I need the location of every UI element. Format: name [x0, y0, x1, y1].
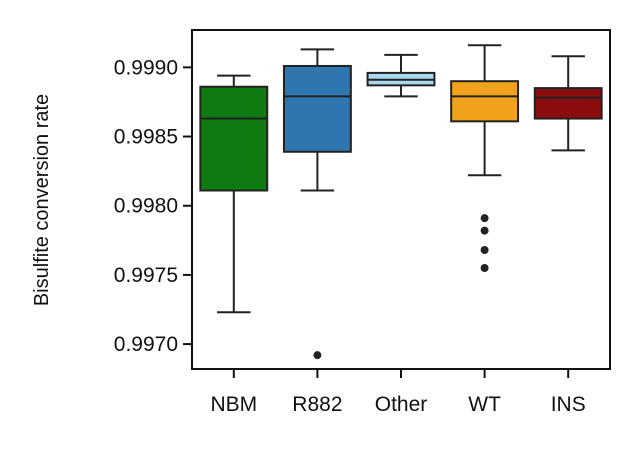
- iqr-box: [199, 85, 269, 192]
- x-tick-label: INS: [551, 393, 586, 416]
- boxes-group: [199, 44, 603, 360]
- outlier-point: [480, 214, 489, 223]
- iqr-box: [533, 87, 603, 120]
- x-axis: NBM R882 Other WT INS: [210, 369, 586, 416]
- outlier-point: [480, 226, 489, 235]
- x-tick-label: Other: [375, 393, 428, 416]
- box-wt: [450, 44, 520, 272]
- outlier-point: [480, 246, 489, 255]
- x-tick-label: NBM: [210, 393, 257, 416]
- y-axis-title: Bisulfite conversion rate: [31, 94, 53, 306]
- outlier-point: [480, 263, 489, 272]
- y-axis: 0.9970 0.9975 0.9980 0.9985 0.9990: [114, 56, 192, 356]
- box-nbm: [199, 74, 269, 314]
- iqr-box: [282, 64, 352, 153]
- y-tick-label: 0.9985: [114, 126, 178, 149]
- outlier-point: [313, 351, 322, 360]
- x-tick-label: R882: [292, 393, 342, 416]
- y-tick-label: 0.9975: [114, 264, 178, 287]
- box-other: [366, 53, 436, 98]
- x-tick-label: WT: [468, 393, 501, 416]
- box-ins: [533, 55, 603, 152]
- box-r882: [282, 48, 352, 360]
- y-tick-label: 0.9980: [114, 195, 178, 218]
- y-tick-label: 0.9990: [114, 56, 178, 79]
- y-tick-label: 0.9970: [114, 333, 178, 356]
- iqr-box: [450, 80, 520, 123]
